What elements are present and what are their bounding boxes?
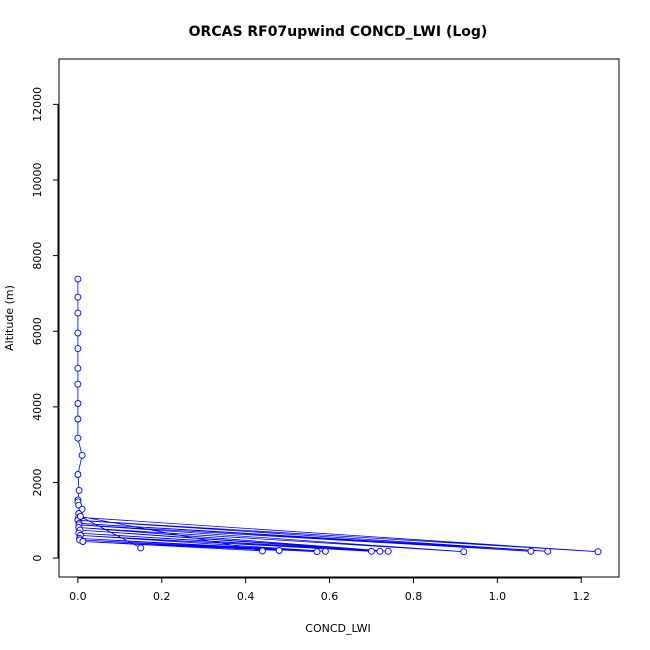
data-point [461, 549, 467, 555]
data-point [75, 401, 81, 407]
data-point [314, 549, 320, 555]
data-point [75, 435, 81, 441]
y-tick-label: 12000 [31, 87, 44, 122]
data-point [75, 365, 81, 371]
data-point [369, 548, 375, 554]
data-point [75, 276, 81, 282]
data-point [322, 548, 328, 554]
y-axis-label: Altitude (m) [3, 285, 16, 351]
x-tick-label: 0.0 [69, 590, 87, 603]
data-point [385, 548, 391, 554]
x-axis: 0.0 0.2 0.4 0.6 0.8 1.0 1.2 [69, 577, 590, 603]
data-point [276, 548, 282, 554]
x-tick-label: 0.4 [237, 590, 255, 603]
y-tick-label: 10000 [31, 162, 44, 197]
y-tick-label: 0 [31, 555, 44, 562]
y-tick-label: 8000 [31, 242, 44, 270]
x-tick-label: 0.2 [153, 590, 171, 603]
y-tick-label: 4000 [31, 393, 44, 421]
data-point [377, 548, 383, 554]
data-point [76, 487, 82, 493]
data-point [595, 549, 601, 555]
data-point [75, 472, 81, 478]
series-layer [75, 276, 601, 555]
data-point [259, 548, 265, 554]
y-axis: 0 2000 4000 6000 8000 10000 12000 [31, 87, 59, 562]
data-point [80, 539, 86, 545]
data-point [528, 548, 534, 554]
chart-title: ORCAS RF07upwind CONCD_LWI (Log) [189, 24, 488, 40]
data-point [75, 381, 81, 387]
x-tick-label: 0.8 [405, 590, 423, 603]
x-axis-label: CONCD_LWI [305, 622, 370, 635]
data-point [79, 452, 85, 458]
data-point [138, 545, 144, 551]
data-point [75, 346, 81, 352]
data-point [75, 416, 81, 422]
data-point [75, 294, 81, 300]
plot-frame [59, 59, 619, 577]
x-tick-label: 0.6 [321, 590, 339, 603]
x-tick-label: 1.0 [489, 590, 507, 603]
data-point [75, 330, 81, 336]
data-point [75, 310, 81, 316]
y-tick-label: 2000 [31, 468, 44, 496]
data-point [545, 548, 551, 554]
x-tick-label: 1.2 [572, 590, 590, 603]
series-line [78, 279, 598, 552]
y-tick-label: 6000 [31, 317, 44, 345]
data-point [77, 514, 83, 520]
